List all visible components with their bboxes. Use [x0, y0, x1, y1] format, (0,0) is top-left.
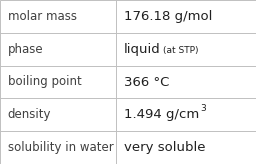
Text: molar mass: molar mass [8, 10, 77, 23]
Text: (at STP): (at STP) [164, 46, 199, 55]
Text: boiling point: boiling point [8, 75, 81, 89]
Text: solubility in water: solubility in water [8, 141, 113, 154]
Text: 176.18 g/mol: 176.18 g/mol [124, 10, 212, 23]
Text: 3: 3 [201, 104, 206, 113]
Text: phase: phase [8, 43, 43, 56]
Text: density: density [8, 108, 51, 121]
Text: 1.494 g/cm: 1.494 g/cm [124, 108, 199, 121]
Text: 366 °C: 366 °C [124, 75, 169, 89]
Text: liquid: liquid [124, 43, 161, 56]
Text: very soluble: very soluble [124, 141, 206, 154]
